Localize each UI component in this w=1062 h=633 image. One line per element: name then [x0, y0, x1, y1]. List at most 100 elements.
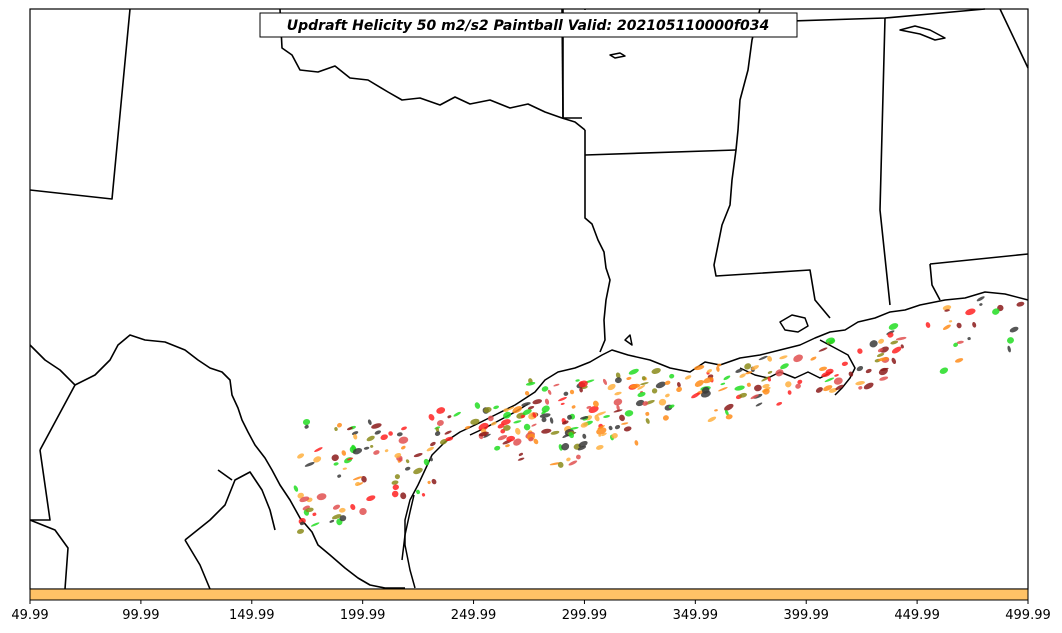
- paintball-blob: [634, 440, 639, 446]
- paintball-blob: [586, 405, 592, 409]
- paintball-blob: [628, 368, 639, 375]
- colorbar-tick-label: 499.99: [1005, 608, 1051, 623]
- title-box: Updraft Helicity 50 m2/s2 Paintball Vali…: [259, 12, 798, 38]
- paintball-blob: [629, 383, 641, 389]
- paintball-blob: [541, 428, 552, 434]
- paintball-blob: [611, 433, 618, 439]
- paintball-blob: [651, 388, 658, 394]
- paintball-blob: [304, 424, 309, 429]
- paintball-blob: [925, 322, 931, 328]
- paintball-blob: [863, 382, 874, 390]
- paintball-blob: [470, 418, 480, 425]
- paintball-blob: [948, 320, 953, 323]
- paintball-blob: [439, 439, 448, 445]
- paintball-blob: [651, 368, 661, 374]
- paintball-blob: [561, 443, 570, 451]
- paintball-blob: [421, 493, 426, 497]
- colorbar: [29, 588, 1029, 601]
- paintball-blob: [603, 415, 611, 418]
- paintball-blob: [513, 438, 522, 446]
- paintball-blob: [334, 427, 338, 431]
- paintball-blob: [780, 363, 789, 370]
- paintball-blob: [645, 411, 650, 416]
- paintball-blob: [366, 435, 375, 442]
- paintball-blob: [332, 504, 341, 510]
- red-river-border: [279, 8, 586, 131]
- paintball-blob: [506, 435, 516, 442]
- paintball-blob: [398, 457, 403, 462]
- paintball-blob: [500, 428, 506, 434]
- paintball-blob: [293, 485, 299, 492]
- paintball-blob: [795, 383, 801, 389]
- paintball-blob: [549, 462, 561, 466]
- paintball-blob: [619, 414, 625, 422]
- title-background: [259, 12, 798, 38]
- paintball-blob: [558, 396, 567, 402]
- colorbar-tick-label: 349.99: [673, 608, 719, 623]
- paintball-blob: [677, 382, 681, 388]
- paintball-blob: [394, 474, 400, 480]
- paintball-blob: [532, 412, 537, 418]
- paintball-blob: [367, 419, 372, 425]
- paintball-blob: [613, 398, 623, 406]
- paintball-blob: [939, 367, 949, 374]
- paintball-blob: [858, 386, 863, 390]
- paintball-blob: [464, 425, 471, 430]
- paintball-blob: [430, 441, 436, 447]
- paintball-blob: [436, 407, 446, 414]
- paintball-blob: [877, 348, 883, 353]
- paintball-blob: [614, 424, 621, 430]
- paintball-blob: [497, 434, 508, 441]
- paintball-blob: [302, 418, 311, 426]
- paintball-blob: [779, 355, 788, 360]
- paintball-blob: [662, 415, 669, 421]
- paintball-blob: [891, 346, 902, 354]
- paintball-blob: [706, 369, 712, 373]
- tn-border: [759, 8, 986, 23]
- paintball-blob: [571, 405, 576, 409]
- paintball-blob: [738, 392, 748, 398]
- paintball-blob: [474, 402, 481, 409]
- paintball-blob: [521, 402, 531, 407]
- paintball-blob: [602, 378, 608, 385]
- paintball-blob: [342, 467, 347, 470]
- paintball-blob: [694, 380, 704, 387]
- paintball-blob: [478, 431, 489, 437]
- paintball-blob: [754, 384, 762, 392]
- gulf-coast: [404, 291, 1029, 589]
- paintball-blob: [445, 436, 454, 442]
- colorbar-tick-label: 149.99: [229, 608, 275, 623]
- paintball-blob: [1007, 345, 1011, 353]
- paintball-blob: [953, 342, 959, 347]
- paintball-blob: [353, 434, 358, 440]
- paintball-blob: [427, 480, 431, 484]
- paintball-blob: [434, 431, 441, 437]
- paintball-blob: [833, 377, 843, 385]
- paintball-blob: [865, 368, 872, 374]
- paintball-blob: [724, 403, 734, 411]
- paintball-blob: [895, 336, 907, 341]
- ms-al-border: [879, 17, 891, 306]
- paintball-blob: [547, 389, 552, 395]
- paintball-blob: [640, 382, 649, 386]
- colorbar-tick-label: 399.99: [783, 608, 829, 623]
- paintball-blob: [363, 446, 370, 450]
- paintball-blob: [755, 402, 763, 407]
- paintball-blob: [942, 324, 951, 330]
- paintball-blob: [834, 374, 839, 377]
- paintball-blob: [835, 384, 844, 391]
- paintball-blob: [503, 411, 512, 419]
- paintball-blob: [972, 321, 977, 328]
- panhandle-border: [29, 8, 131, 200]
- paintball-blob: [337, 474, 342, 478]
- paintball-blob: [336, 422, 343, 428]
- paintball-blob: [714, 409, 718, 412]
- paintball-blob: [965, 308, 976, 316]
- fl-panhandle-border: [929, 263, 941, 301]
- mexico-state-line-6: [217, 469, 233, 481]
- paintball-blob: [563, 391, 569, 396]
- paintball-blob: [626, 376, 632, 380]
- paintball-blob: [775, 369, 784, 377]
- paintball-blob: [888, 323, 899, 330]
- paintball-blob: [815, 387, 823, 393]
